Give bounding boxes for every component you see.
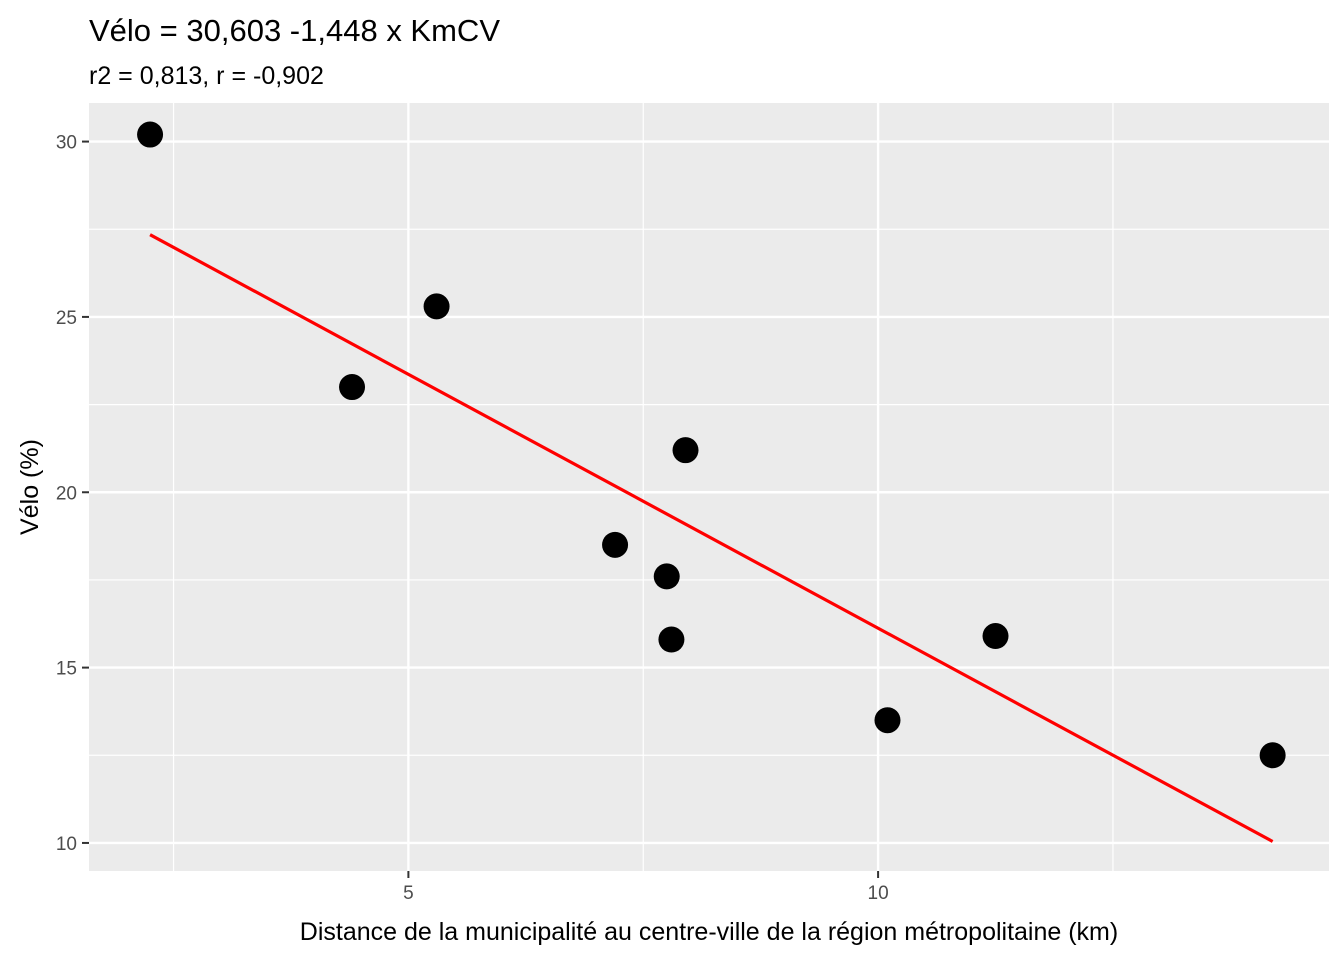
x-tick-label: 5 xyxy=(403,883,414,904)
data-point xyxy=(1259,742,1286,769)
plot-panel xyxy=(89,103,1329,871)
y-axis-title: Vélo (%) xyxy=(16,439,44,535)
x-axis-title: Distance de la municipalité au centre-vi… xyxy=(300,918,1118,946)
regression-line xyxy=(149,233,1274,843)
data-point xyxy=(982,623,1009,650)
chart-subtitle: r2 = 0,813, r = -0,902 xyxy=(89,62,324,90)
data-points xyxy=(137,121,1286,769)
data-point xyxy=(874,707,901,734)
major-gridlines xyxy=(89,103,1329,871)
chart-title: Vélo = 30,603 -1,448 x KmCV xyxy=(89,13,500,48)
minor-gridlines xyxy=(89,103,1329,871)
data-point xyxy=(602,531,629,558)
data-point xyxy=(137,121,164,148)
data-point xyxy=(658,626,685,653)
data-point xyxy=(339,374,366,401)
y-tick-label: 25 xyxy=(56,308,77,329)
data-point xyxy=(672,437,699,464)
y-tick-label: 15 xyxy=(56,659,77,680)
x-tick-label: 10 xyxy=(868,883,889,904)
y-tick-label: 20 xyxy=(56,483,77,504)
x-axis-ticks: 5 10 xyxy=(403,871,889,904)
data-point xyxy=(423,293,450,320)
y-axis-ticks: 10 15 20 25 30 xyxy=(56,133,89,855)
data-point xyxy=(653,563,680,590)
y-tick-label: 10 xyxy=(56,834,77,855)
y-tick-label: 30 xyxy=(56,133,77,154)
